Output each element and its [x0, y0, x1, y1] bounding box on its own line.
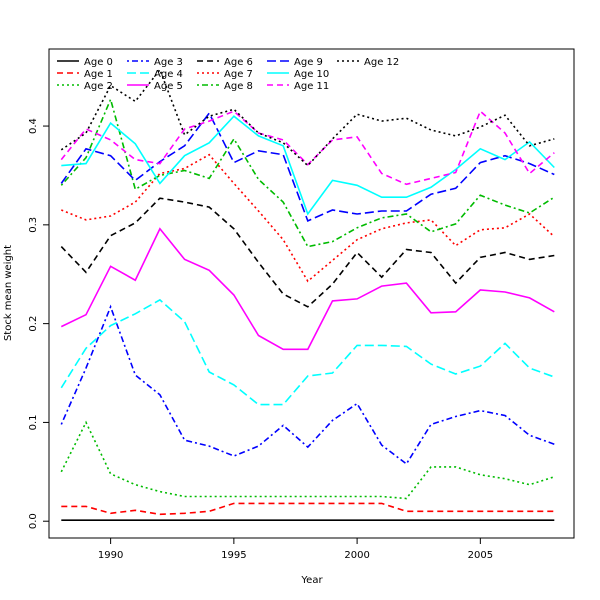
y-axis: 0.0 0.1 0.2 0.3 0.4: [28, 118, 50, 529]
plot-frame: [48, 48, 575, 539]
series-line-age-3: [60, 304, 555, 466]
legend-item-age-11: Age 11: [267, 81, 329, 92]
legend-label: Age 11: [294, 81, 329, 92]
y-axis-title: Stock mean weight: [3, 245, 14, 341]
legend-item-age-9: Age 9: [267, 57, 323, 68]
y-tick-label: 0.1: [28, 414, 39, 430]
legend-item-age-7: Age 7: [197, 69, 253, 80]
legend-label: Age 5: [154, 81, 183, 92]
series-line-age-10: [61, 115, 555, 216]
legend-item-age-3: Age 3: [127, 57, 183, 68]
series-line-age-9: [60, 111, 555, 222]
series-line-age-6: [60, 197, 555, 308]
series-line-age-1: [61, 502, 555, 516]
x-tick-label: 2005: [468, 550, 493, 561]
legend-label: Age 6: [224, 57, 253, 68]
legend-item-age-12: Age 12: [337, 57, 399, 68]
series-line-age-2: [60, 420, 555, 500]
legend-item-age-4: Age 4: [127, 69, 183, 80]
x-tick-label: 1995: [221, 550, 246, 561]
y-tick-label: 0.0: [28, 513, 39, 529]
legend-label: Age 4: [154, 69, 183, 80]
legend-label: Age 3: [154, 57, 183, 68]
legend-label: Age 10: [294, 69, 329, 80]
x-axis: 1990 1995 2000 2005: [98, 537, 493, 561]
legend-label: Age 1: [84, 69, 113, 80]
legend-item-age-6: Age 6: [197, 57, 253, 68]
series-line-age-12: [60, 68, 555, 167]
legend-item-age-5: Age 5: [127, 81, 183, 92]
legend-label: Age 12: [364, 57, 399, 68]
legend-item-age-1: Age 1: [57, 69, 113, 80]
series-line-age-11: [60, 109, 555, 186]
series-line-age-7: [61, 153, 555, 283]
series-line-age-5: [60, 227, 555, 351]
legend-label: Age 8: [224, 81, 253, 92]
y-tick-label: 0.2: [28, 316, 39, 332]
legend-item-age-2: Age 2: [57, 81, 113, 92]
series-line-age-4: [60, 298, 555, 406]
y-tick-label: 0.4: [28, 118, 39, 134]
legend-item-age-8: Age 8: [197, 81, 253, 92]
legend-label: Age 9: [294, 57, 323, 68]
legend-label: Age 7: [224, 69, 253, 80]
legend-item-age-0: Age 0: [57, 57, 113, 68]
series-lines: [60, 68, 555, 522]
series-line-age-8: [60, 96, 555, 248]
legend-item-age-10: Age 10: [267, 69, 329, 80]
x-axis-title: Year: [300, 575, 323, 586]
legend-label: Age 2: [84, 81, 113, 92]
x-tick-label: 1990: [98, 550, 123, 561]
legend-label: Age 0: [84, 57, 113, 68]
x-tick-label: 2000: [344, 550, 369, 561]
y-tick-label: 0.3: [28, 217, 39, 233]
